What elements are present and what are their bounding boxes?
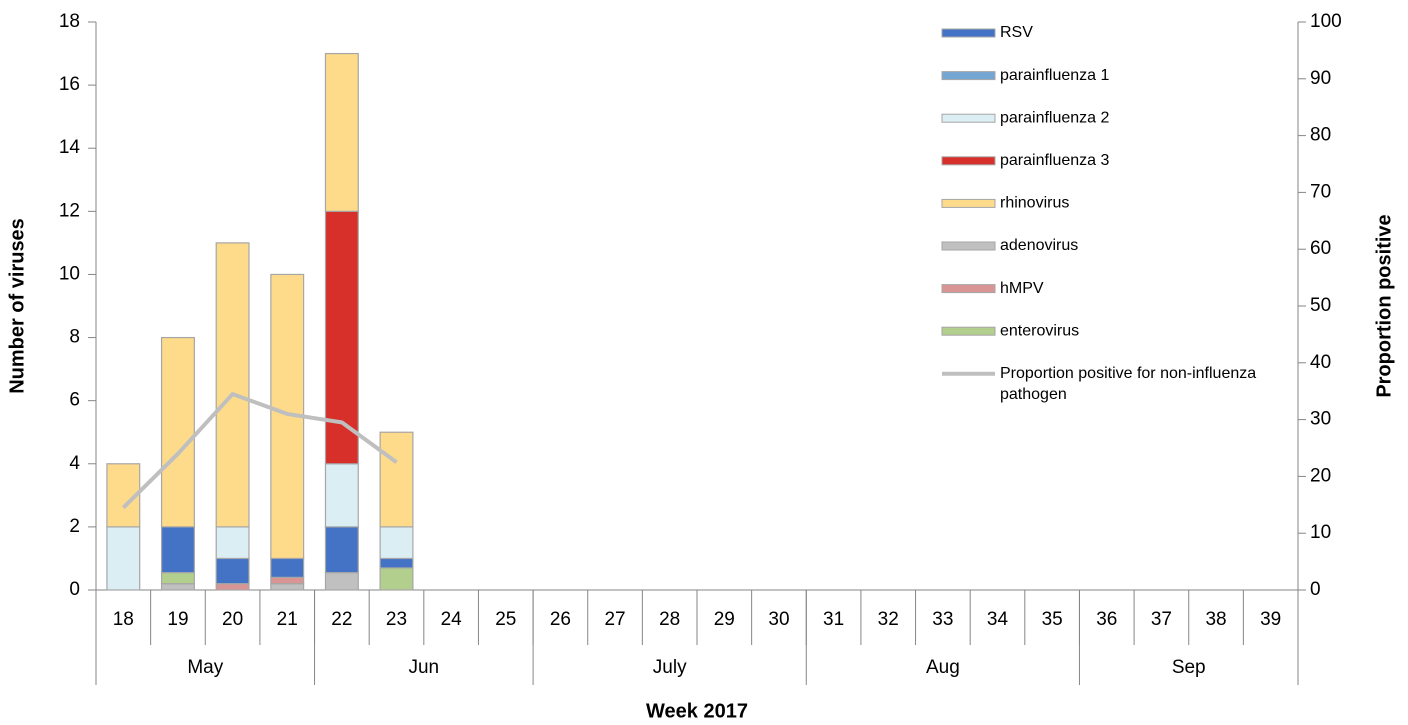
- legend-label: hMPV: [1000, 280, 1044, 297]
- bar-segment: [324, 526, 359, 574]
- y2-tick-label: 30: [1310, 409, 1331, 430]
- bar-segment: [324, 52, 359, 212]
- y2-tick-label: 40: [1310, 352, 1331, 373]
- y-axis-title: Number of viruses: [6, 218, 28, 394]
- line-series: [121, 391, 398, 510]
- x-tick-label: 31: [823, 609, 844, 630]
- x-tick-label: 19: [167, 609, 188, 630]
- y2-tick-label: 20: [1310, 465, 1331, 486]
- bar-segment: [324, 210, 359, 465]
- x-tick-label: 21: [277, 609, 298, 630]
- y2-axis-title: Proportion positive: [1373, 214, 1395, 397]
- x-group-label: May: [187, 657, 223, 678]
- y2-tick-label: 50: [1310, 295, 1331, 316]
- legend-label: parainfluenza 2: [1000, 109, 1110, 126]
- legend-swatch: [941, 198, 996, 208]
- x-tick-label: 33: [932, 609, 953, 630]
- y-tick-label: 8: [69, 327, 80, 348]
- y-tick-label: 4: [69, 453, 80, 474]
- bar-segment: [215, 526, 250, 560]
- y-tick-label: 0: [69, 579, 80, 600]
- x-tick-label: 20: [222, 609, 243, 630]
- x-group-label: Aug: [926, 657, 960, 678]
- y2-tick-label: 90: [1310, 68, 1331, 89]
- legend-label-box: Proportion positive for non-influenza pa…: [1000, 364, 1257, 403]
- bar-segment: [215, 583, 250, 591]
- x-tick-label: 27: [604, 609, 625, 630]
- legend-label: parainfluenza 1: [1000, 67, 1110, 84]
- bar-segment: [160, 583, 195, 591]
- bar-segment: [379, 567, 414, 591]
- legend-label: Proportion positive for non-influenza pa…: [1000, 364, 1257, 403]
- x-tick-label: 35: [1042, 609, 1063, 630]
- legend-swatch: [941, 284, 996, 294]
- bar-segment: [160, 336, 195, 528]
- bar-segment: [324, 572, 359, 591]
- bar-segment: [324, 463, 359, 528]
- x-tick-label: 23: [386, 609, 407, 630]
- legend-label: parainfluenza 3: [1000, 152, 1110, 169]
- legend-label: adenovirus: [1000, 237, 1078, 254]
- x-tick-label: 30: [768, 609, 789, 630]
- bar-segment: [270, 576, 305, 585]
- x-group-label: Sep: [1172, 657, 1206, 678]
- x-tick-label: 24: [441, 609, 463, 630]
- legend-label: enterovirus: [1000, 322, 1079, 339]
- bar-segment: [106, 526, 141, 591]
- legend-label: RSV: [1000, 24, 1033, 41]
- y-tick-label: 6: [69, 390, 80, 411]
- y-tick-label: 12: [59, 200, 80, 221]
- x-tick-label: 25: [495, 609, 516, 630]
- x-tick-label: 28: [659, 609, 680, 630]
- y-tick-label: 2: [69, 516, 80, 537]
- y2-tick-label: 100: [1310, 11, 1342, 32]
- bar-segment: [379, 526, 414, 560]
- y2-tick-label: 80: [1310, 125, 1331, 146]
- y2-tick-label: 10: [1310, 522, 1331, 543]
- legend-swatch: [941, 241, 996, 251]
- legend-swatch: [941, 326, 996, 336]
- y-tick-label: 18: [59, 11, 80, 32]
- x-tick-label: 18: [113, 609, 134, 630]
- x-tick-label: 39: [1260, 609, 1281, 630]
- y2-tick-label: 60: [1310, 238, 1331, 259]
- x-tick-label: 34: [987, 609, 1009, 630]
- bar-segment: [215, 242, 250, 528]
- y2-tick-label: 0: [1310, 579, 1321, 600]
- legend-swatch: [941, 71, 996, 81]
- legend-swatch: [941, 28, 996, 38]
- x-tick-label: 36: [1096, 609, 1117, 630]
- x-tick-label: 22: [331, 609, 352, 630]
- bar-segment: [270, 583, 305, 591]
- bar-segment: [379, 431, 414, 528]
- legend-swatch: [941, 113, 996, 123]
- x-group-label: Jun: [408, 657, 439, 678]
- y-tick-label: 14: [59, 137, 81, 158]
- y-tick-label: 10: [59, 263, 80, 284]
- x-tick-label: 32: [878, 609, 899, 630]
- bar-segment: [379, 557, 414, 569]
- x-tick-label: 37: [1151, 609, 1172, 630]
- x-axis-title: Week 2017: [646, 700, 748, 722]
- bar-segment: [270, 557, 305, 578]
- bar-segment: [215, 557, 250, 585]
- y-tick-label: 16: [59, 74, 80, 95]
- x-tick-label: 26: [550, 609, 571, 630]
- x-tick-label: 29: [714, 609, 735, 630]
- bar-segment: [160, 572, 195, 585]
- x-group-label: July: [653, 657, 687, 678]
- bar-segment: [160, 526, 195, 574]
- legend-label: rhinovirus: [1000, 195, 1069, 212]
- x-tick-label: 38: [1205, 609, 1226, 630]
- legend-swatch: [941, 156, 996, 166]
- y2-tick-label: 70: [1310, 181, 1331, 202]
